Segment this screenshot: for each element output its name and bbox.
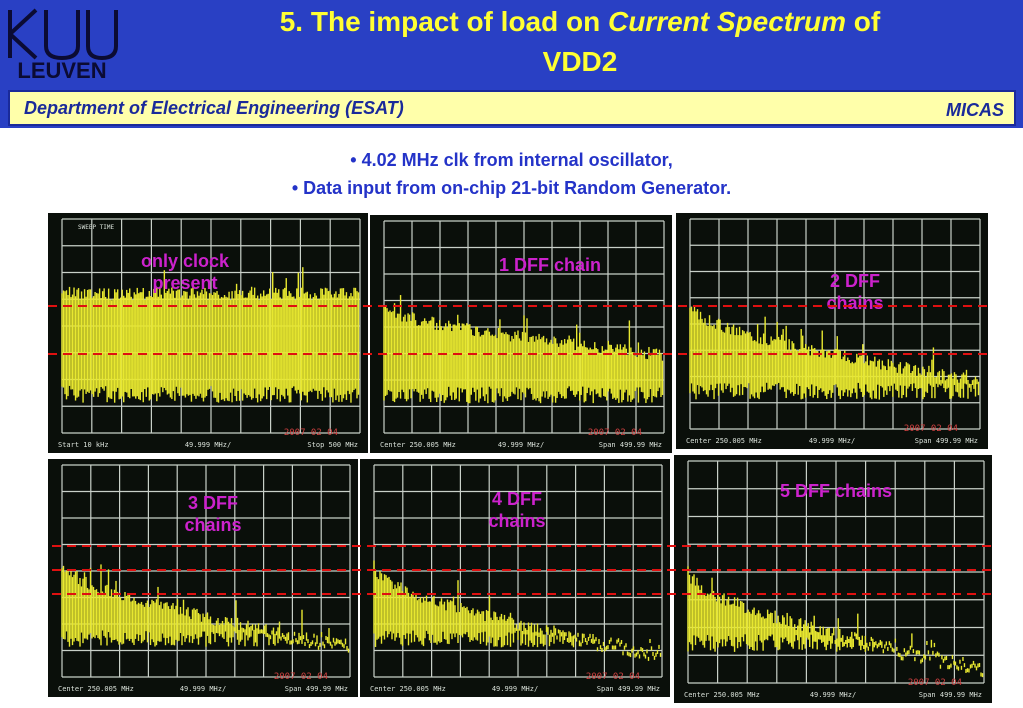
bullet-item: • 4.02 MHz clk from internal oscillator, (350, 150, 673, 170)
logo-wordmark: LEUVEN (17, 58, 107, 83)
footer-mid-readout: 49.999 MHz/ (180, 685, 226, 693)
footer-left-readout: Start 10 kHz (58, 441, 109, 449)
footer-right-readout: Stop 500 MHz (307, 441, 358, 449)
spectrum-panel: Center 250.005 MHz 49.999 MHz/Span 499.99… (370, 215, 672, 453)
bullet-list: • 4.02 MHz clk from internal oscillator,… (0, 146, 1023, 202)
footer-right-readout: Span 499.99 MHz (915, 437, 978, 445)
footer-left-readout: Center 250.005 MHz (686, 437, 762, 445)
panel-label: only clock present (140, 251, 230, 293)
page-title: 5. The impact of load on Current Spectru… (140, 2, 1020, 82)
footer-right-readout: Span 499.99 MHz (599, 441, 662, 449)
spectrum-trace (383, 295, 664, 404)
spectrum-trace (687, 566, 984, 678)
footer-mid-readout: 49.999 MHz/ (498, 441, 544, 449)
group-name: MICAS (946, 100, 1004, 120)
title-line2: VDD2 (542, 46, 618, 77)
slide-header: LEUVEN 5. The impact of load on Current … (0, 0, 1023, 88)
spectrum-panel: Center 250.005 MHz 49.999 MHz/Span 499.99… (360, 459, 670, 697)
panel-label: 2 DFF chains (826, 271, 884, 313)
spectrum-trace (373, 560, 662, 661)
footer-mid-readout: 49.999 MHz/ (809, 437, 855, 445)
bullet-item: • Data input from on-chip 21-bit Random … (291, 178, 732, 198)
date-stamp: 2007 02 04 (904, 424, 958, 434)
panel-label: 3 DFF chains (184, 493, 242, 535)
department-name: Department of Electrical Engineering (ES… (24, 98, 404, 118)
title-suffix: of (846, 6, 881, 37)
spectrum-panel: Center 250.005 MHz 49.999 MHz/Span 499.99… (674, 455, 992, 703)
footer-left-readout: Center 250.005 MHz (58, 685, 134, 693)
panel-label: 1 DFF chain (498, 255, 601, 275)
logo-mark-icon (8, 8, 118, 61)
footer-right-readout: Span 499.99 MHz (285, 685, 348, 693)
footer-left-readout: Center 250.005 MHz (380, 441, 456, 449)
spectrum-screen: Center 250.005 MHz 49.999 MHz/Span 499.99… (380, 220, 665, 449)
footer-right-readout: Span 499.99 MHz (597, 685, 660, 693)
spectrum-panel: Center 250.005 MHz 49.999 MHz/Span 499.99… (676, 213, 988, 449)
spectrum-screen: Center 250.005 MHz 49.999 MHz/Span 499.99… (370, 464, 663, 693)
date-stamp: 2007 02 04 (586, 672, 640, 682)
sweep-time-tag: SWEEP TIME (78, 224, 115, 231)
footer-left-readout: Center 250.005 MHz (684, 691, 760, 699)
date-stamp: 2007 02 04 (274, 672, 328, 682)
spectrum-trace (61, 564, 350, 653)
panel-label: 4 DFF chains (488, 489, 546, 531)
footer-left-readout: Center 250.005 MHz (370, 685, 446, 693)
date-stamp: 2007 02 04 (284, 428, 338, 438)
panel-label: 5 DFF chains (779, 481, 893, 501)
spectrum-screen: Center 250.005 MHz 49.999 MHz/Span 499.99… (686, 218, 981, 445)
footer-mid-readout: 49.999 MHz/ (185, 441, 231, 449)
university-logo: LEUVEN (6, 6, 118, 84)
footer-mid-readout: 49.999 MHz/ (810, 691, 856, 699)
footer-mid-readout: 49.999 MHz/ (492, 685, 538, 693)
department-bar: Department of Electrical Engineering (ES… (8, 90, 1016, 126)
date-stamp: 2007 02 04 (908, 678, 962, 688)
date-stamp: 2007 02 04 (588, 428, 642, 438)
title-prefix: 5. The impact of load on (279, 6, 608, 37)
spectrum-screen: Center 250.005 MHz 49.999 MHz/Span 499.99… (684, 460, 985, 699)
footer-right-readout: Span 499.99 MHz (919, 691, 982, 699)
title-emphasis: Current Spectrum (607, 6, 847, 37)
spectrum-trace (689, 306, 980, 400)
